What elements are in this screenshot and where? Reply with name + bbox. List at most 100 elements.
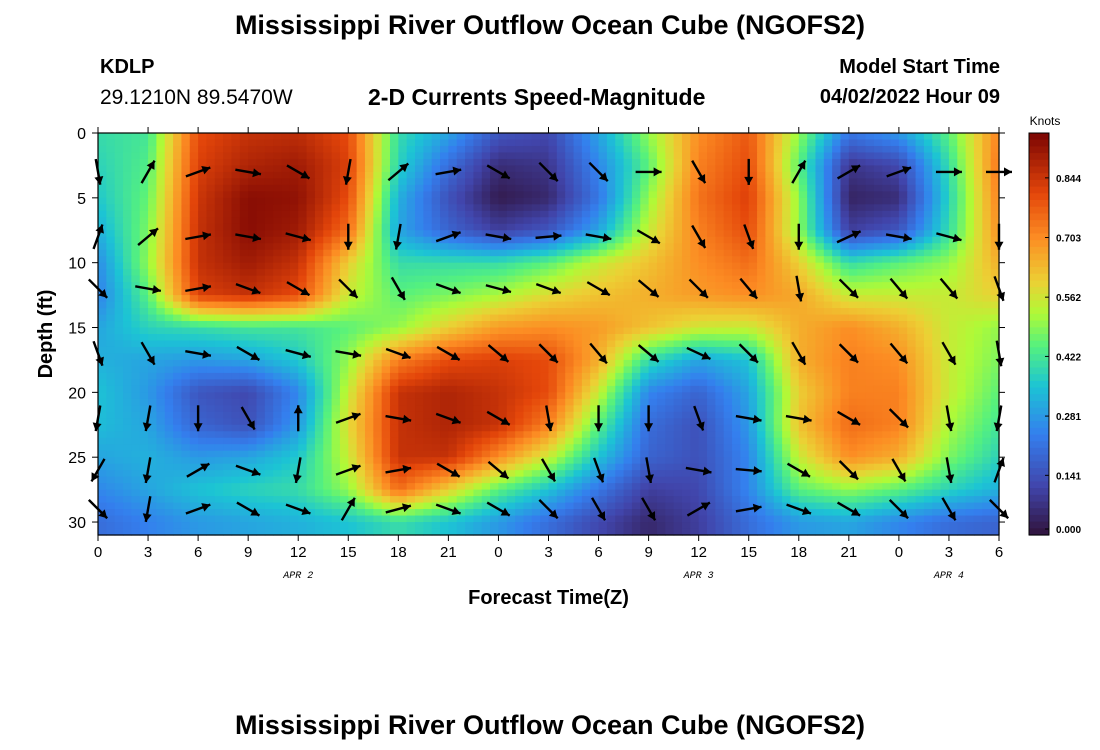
heatmap-cell bbox=[323, 334, 333, 342]
heatmap-cell bbox=[273, 424, 283, 432]
heatmap-cell bbox=[665, 178, 675, 186]
heatmap-cell bbox=[690, 353, 700, 361]
heatmap-cell bbox=[957, 249, 967, 257]
heatmap-cell bbox=[156, 359, 166, 368]
heatmap-cell bbox=[306, 372, 316, 380]
heatmap-cell bbox=[373, 275, 383, 283]
heatmap-cell bbox=[506, 379, 516, 387]
heatmap-cell bbox=[548, 139, 558, 147]
heatmap-cell bbox=[423, 411, 433, 419]
heatmap-cell bbox=[523, 405, 533, 413]
heatmap-cell bbox=[656, 210, 666, 218]
heatmap-cell bbox=[548, 308, 558, 316]
heatmap-cell bbox=[98, 275, 107, 283]
heatmap-cell bbox=[865, 385, 875, 393]
heatmap-cell bbox=[490, 340, 500, 348]
heatmap-cell bbox=[339, 249, 349, 257]
heatmap-cell bbox=[707, 288, 716, 296]
heatmap-cell bbox=[198, 418, 208, 426]
heatmap-cell bbox=[331, 424, 341, 432]
heatmap-cell bbox=[640, 139, 650, 147]
heatmap-cell bbox=[531, 145, 541, 154]
heatmap-cell bbox=[581, 171, 591, 179]
heatmap-cell bbox=[698, 379, 708, 387]
heatmap-cell bbox=[732, 366, 741, 374]
heatmap-cell bbox=[356, 288, 366, 296]
heatmap-cell bbox=[273, 353, 283, 361]
heatmap-cell bbox=[648, 184, 658, 192]
heatmap-cell bbox=[773, 314, 783, 322]
heatmap-cell bbox=[656, 353, 666, 361]
heatmap-cell bbox=[339, 353, 349, 361]
heatmap-cell bbox=[239, 334, 249, 342]
heatmap-cell bbox=[907, 178, 917, 186]
heatmap-cell bbox=[773, 269, 783, 277]
heatmap-cell bbox=[515, 405, 525, 413]
heatmap-cell bbox=[406, 210, 416, 218]
heatmap-cell bbox=[940, 340, 950, 348]
heatmap-cell bbox=[807, 418, 817, 426]
heatmap-cell bbox=[898, 398, 908, 406]
heatmap-cell bbox=[148, 133, 157, 141]
heatmap-cell bbox=[690, 385, 700, 393]
heatmap-cell bbox=[581, 145, 591, 154]
heatmap-cell bbox=[965, 366, 975, 374]
heatmap-cell bbox=[790, 217, 800, 225]
heatmap-cell bbox=[448, 223, 458, 231]
heatmap-cell bbox=[815, 301, 825, 309]
heatmap-cell bbox=[707, 424, 716, 432]
heatmap-cell bbox=[356, 230, 366, 238]
heatmap-cell bbox=[698, 139, 708, 147]
heatmap-cell bbox=[807, 379, 817, 387]
heatmap-cell bbox=[506, 308, 516, 316]
heatmap-cell bbox=[506, 353, 516, 361]
heatmap-cell bbox=[823, 424, 833, 432]
heatmap-cell bbox=[148, 262, 157, 270]
heatmap-cell bbox=[648, 366, 658, 374]
heatmap-cell bbox=[373, 353, 383, 361]
heatmap-cell bbox=[139, 431, 149, 439]
heatmap-cell bbox=[757, 308, 766, 316]
heatmap-cell bbox=[540, 178, 550, 186]
heatmap-cell bbox=[281, 288, 291, 296]
heatmap-cell bbox=[239, 171, 249, 179]
heatmap-cell bbox=[932, 204, 942, 212]
heatmap-cell bbox=[606, 256, 616, 264]
heatmap-cell bbox=[214, 197, 224, 205]
heatmap-cell bbox=[431, 295, 441, 303]
heatmap-cell bbox=[289, 191, 299, 199]
heatmap-cell bbox=[715, 197, 725, 205]
heatmap-cell bbox=[173, 197, 183, 205]
heatmap-cell bbox=[773, 308, 783, 316]
heatmap-cell bbox=[840, 269, 850, 277]
heatmap-cell bbox=[548, 366, 558, 374]
heatmap-cell bbox=[281, 204, 291, 212]
heatmap-cell bbox=[690, 158, 700, 167]
heatmap-cell bbox=[915, 405, 925, 413]
heatmap-cell bbox=[256, 372, 266, 380]
heatmap-cell bbox=[339, 295, 349, 303]
heatmap-cell bbox=[890, 295, 900, 303]
heatmap-cell bbox=[915, 204, 925, 212]
heatmap-cell bbox=[732, 191, 741, 199]
heatmap-cell bbox=[473, 398, 483, 406]
heatmap-cell bbox=[590, 359, 600, 368]
heatmap-cell bbox=[565, 418, 575, 426]
heatmap-cell bbox=[506, 301, 516, 309]
heatmap-cell bbox=[139, 418, 149, 426]
heatmap-cell bbox=[556, 359, 566, 368]
heatmap-cell bbox=[940, 334, 950, 342]
heatmap-cell bbox=[840, 379, 850, 387]
heatmap-cell bbox=[857, 256, 867, 264]
heatmap-cell bbox=[481, 366, 491, 374]
heatmap-cell bbox=[965, 411, 975, 419]
heatmap-cell bbox=[631, 346, 641, 355]
heatmap-cell bbox=[473, 152, 483, 160]
heatmap-cell bbox=[364, 178, 374, 186]
heatmap-cell bbox=[665, 308, 675, 316]
heatmap-cell bbox=[373, 321, 383, 329]
heatmap-cell bbox=[106, 346, 116, 355]
heatmap-cell bbox=[965, 314, 975, 322]
heatmap-cell bbox=[423, 282, 433, 290]
heatmap-cell bbox=[923, 295, 933, 303]
